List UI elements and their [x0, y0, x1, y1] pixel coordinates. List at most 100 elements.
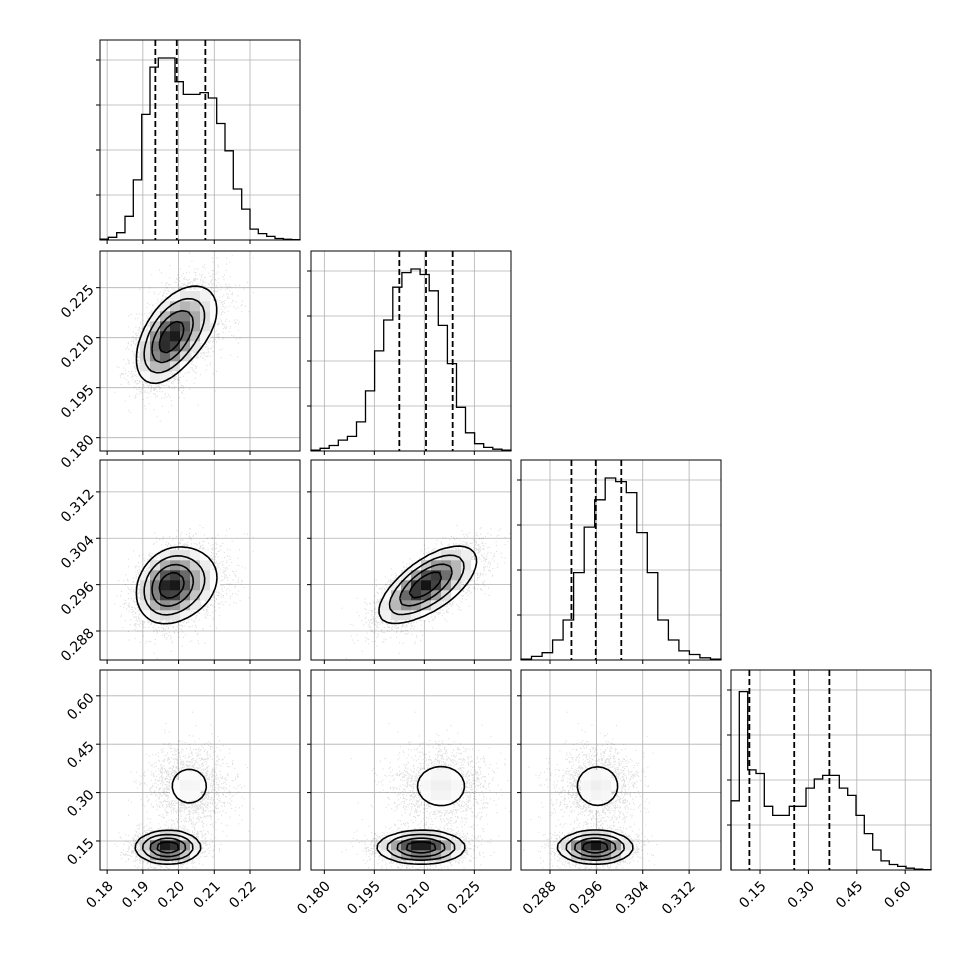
density-cell — [381, 600, 392, 611]
density-cell — [150, 600, 161, 611]
density-cell — [421, 590, 432, 601]
density-cell — [150, 351, 161, 362]
density-cell — [180, 790, 191, 801]
x-tick-label: 0.60 — [881, 878, 914, 911]
density-cell — [180, 590, 191, 601]
density-cell — [160, 590, 171, 601]
density-cell — [180, 341, 191, 352]
density-cell — [451, 550, 462, 561]
density-cell — [190, 570, 201, 581]
y-tick-label: 0.60 — [64, 690, 97, 723]
density-cell — [441, 840, 452, 851]
contour-line — [134, 768, 208, 865]
panel-frame — [310, 250, 512, 452]
density-cell — [391, 590, 402, 601]
density-cell — [581, 790, 592, 801]
density-cell — [381, 590, 392, 601]
density-cell — [160, 341, 171, 352]
panel-frame — [99, 250, 301, 452]
panel-content — [114, 252, 254, 422]
x-tick-label: 0.180 — [294, 878, 334, 918]
density-cell — [180, 610, 191, 621]
density-cell — [170, 590, 181, 601]
density-cell — [401, 610, 412, 621]
panel-frame — [520, 669, 722, 871]
density-cell — [160, 361, 171, 372]
density-cell — [150, 830, 161, 841]
density-cell — [160, 371, 171, 382]
y-tick-label: 0.45 — [64, 739, 97, 772]
density-cell — [170, 570, 181, 581]
density-cell — [581, 770, 592, 781]
density-cell — [200, 570, 211, 581]
density-cell — [411, 850, 422, 861]
contour-line — [573, 837, 617, 858]
contour-line — [143, 297, 206, 374]
x-tick-label: 0.20 — [155, 878, 188, 911]
density-cell — [391, 610, 402, 621]
contour-line — [556, 766, 634, 865]
density-cell — [611, 840, 622, 851]
density-cell — [461, 570, 472, 581]
density-cell — [451, 770, 462, 781]
density-cell — [170, 301, 181, 312]
density-cell — [190, 840, 201, 851]
density-cell — [451, 850, 462, 861]
density-cell — [190, 790, 201, 801]
density-cell — [431, 550, 442, 561]
density-cell — [190, 301, 201, 312]
density-cell — [421, 770, 432, 781]
density-cell — [160, 550, 171, 561]
x-tick-label: 0.21 — [191, 878, 224, 911]
density-cell — [391, 580, 402, 591]
density-cell — [441, 790, 452, 801]
y-tick-label: 0.296 — [58, 579, 98, 619]
density-cell — [591, 850, 602, 861]
density-cell — [581, 780, 592, 791]
density-cell — [160, 301, 171, 312]
contour-line — [405, 841, 437, 854]
density-cell — [140, 850, 151, 861]
density-cell — [160, 840, 171, 851]
density-cell — [431, 780, 442, 791]
density-cell — [180, 600, 191, 611]
y-tick-label: 0.30 — [64, 787, 97, 820]
density-cell — [150, 371, 161, 382]
density-cell — [611, 830, 622, 841]
density-cell — [190, 311, 201, 322]
density-cell — [451, 780, 462, 791]
contour-line — [156, 841, 180, 854]
density-cell — [160, 850, 171, 861]
density-cell — [391, 600, 402, 611]
contour-line — [408, 571, 443, 599]
density-cell — [200, 580, 211, 591]
density-cell — [441, 570, 452, 581]
density-cell — [170, 321, 181, 332]
contour-line — [378, 545, 478, 625]
y-tick-label: 0.15 — [64, 835, 97, 868]
x-tick-label: 0.296 — [566, 878, 606, 918]
density-cell — [411, 840, 422, 851]
y-tick-label: 0.288 — [58, 625, 98, 665]
density-cell — [160, 580, 171, 591]
density-cell — [431, 570, 442, 581]
panel-frame — [520, 459, 722, 661]
density-cell — [170, 550, 181, 561]
density-cell — [180, 311, 191, 322]
y-tick-label: 0.195 — [58, 382, 98, 422]
density-cell — [421, 580, 432, 591]
density-cell — [411, 590, 422, 601]
x-tick-label: 0.22 — [226, 878, 259, 911]
density-cell — [561, 850, 572, 861]
x-tick-label: 0.45 — [833, 878, 866, 911]
density-cell — [180, 770, 191, 781]
density-cell — [431, 790, 442, 801]
y-tick-label: 0.210 — [58, 332, 98, 372]
density-cell — [150, 580, 161, 591]
density-cell — [140, 331, 151, 342]
density-cell — [170, 840, 181, 851]
density-cell — [170, 780, 181, 791]
